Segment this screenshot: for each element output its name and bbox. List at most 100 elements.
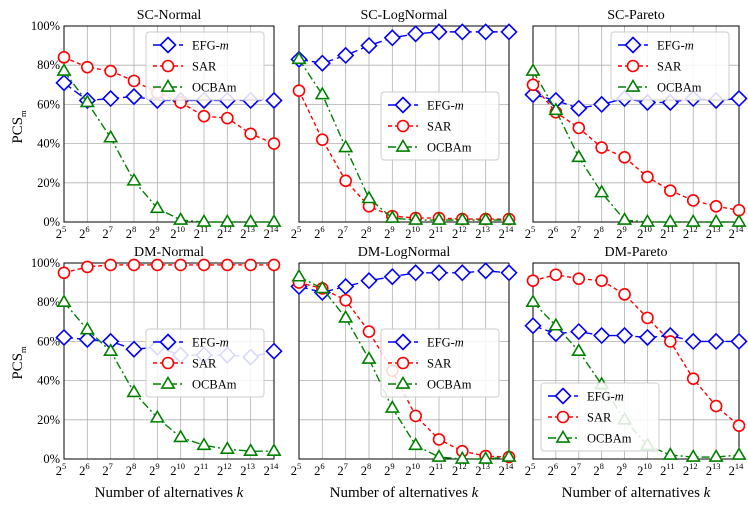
legend-box [145,31,265,101]
series-efg-m [290,23,518,72]
legend-marker [160,78,176,92]
legend-label: EFG-m [427,336,464,350]
data-point [291,268,307,282]
legend-label: OCBAm [192,81,237,95]
chart-sc-lognormal: SC-LogNormal 25 26 27 28 29 210 211 212 213 214 EFG… [290,8,518,241]
data-point [570,99,588,117]
data-point [664,335,677,348]
data-point [548,317,564,331]
x-tick-label: 214 [729,224,745,241]
chart-dm-normal: DM-Normal 0% 20% 40% 60% 80% 100% 25 26 27 28 29 210… [31,245,283,501]
series-ocbam [291,51,517,225]
legend: EFG-m SAR OCBAm [540,382,660,452]
data-point [244,127,257,141]
x-tick-label: 29 [616,224,627,241]
legend-label: SAR [192,357,217,371]
x-tick-label: 28 [361,461,372,478]
data-point [126,384,142,398]
chart-title: DM-Normal [134,245,204,260]
data-point [151,258,164,272]
legend-label: OCBAm [427,378,472,392]
legend-box [540,382,660,452]
x-tick-label: 27 [571,224,582,241]
x-tick-label: 28 [126,461,137,478]
chart-dm-lognormal: DM-LogNormal 25 26 27 28 29 210 211 212 213 214 Num… [290,245,518,501]
data-point [292,84,306,97]
data-point [55,328,73,347]
data-point [478,450,494,464]
data-point [572,121,586,135]
data-point [618,151,631,164]
legend-marker [555,429,571,443]
data-point [314,86,330,100]
x-tick-label: 212 [217,461,232,478]
x-tick-label: 213 [240,224,255,241]
y-axis-label-bottom: PCSm [10,346,28,380]
data-point [360,272,378,290]
data-point [149,409,165,423]
x-tick-label: 25 [525,461,536,478]
data-point [243,443,259,456]
data-point [731,446,747,460]
x-tick-label: 27 [571,461,582,478]
x-tick-label: 27 [102,224,113,241]
data-point [595,141,608,154]
data-point [549,268,563,282]
data-point [595,274,608,287]
data-point [55,74,73,92]
data-point [686,372,700,385]
x-tick-label: 210 [637,461,652,478]
data-point [453,23,471,41]
data-point [526,274,540,287]
x-tick-label: 29 [149,461,160,478]
data-point [337,277,355,296]
data-point [570,322,588,341]
series-line [63,70,274,223]
data-point [526,78,540,92]
data-point [243,213,259,227]
series-efg-m [524,317,748,351]
x-tick-label: 26 [314,461,325,478]
series-line [532,325,739,343]
series-efg-m [290,262,518,302]
data-point [125,340,143,358]
x-tick-label: 214 [264,224,280,241]
data-point [685,448,701,462]
data-point [104,258,117,272]
data-point [103,129,119,143]
x-tick-label: 28 [593,224,604,241]
data-point [219,441,235,455]
y-tick-label: 20% [37,413,60,427]
data-point [221,258,234,272]
legend-label: OCBAm [587,432,632,446]
series-line [298,58,509,221]
data-point [57,266,71,280]
data-point [454,211,470,225]
plot-frame [298,262,510,460]
x-tick-label: 212 [217,224,232,241]
x-tick-label: 214 [499,461,515,478]
x-tick-label: 29 [384,461,395,478]
x-tick-label: 26 [548,224,559,241]
data-point [639,213,656,227]
x-tick-label: 212 [683,461,698,478]
chart-title: DM-LogNormal [358,245,451,260]
x-tick-label: 213 [475,461,490,478]
x-axis-label: Number of alternatives k [330,485,479,501]
legend-box [380,91,500,161]
x-tick-label: 28 [361,224,372,241]
x-tick-label: 212 [452,461,467,478]
x-tick-label: 214 [264,461,280,478]
legend: EFG-m SAR OCBAm [610,31,730,101]
x-tick-label: 25 [291,224,302,241]
x-tick-label: 210 [170,224,185,241]
data-point [524,317,542,335]
x-axis-label: Number of alternatives k [95,485,244,501]
data-point [384,399,400,413]
x-tick-label: 210 [405,224,420,241]
data-point [221,111,234,125]
series-line [532,274,740,427]
x-tick-label: 211 [429,461,443,478]
data-point [197,109,211,123]
data-point [174,258,187,272]
